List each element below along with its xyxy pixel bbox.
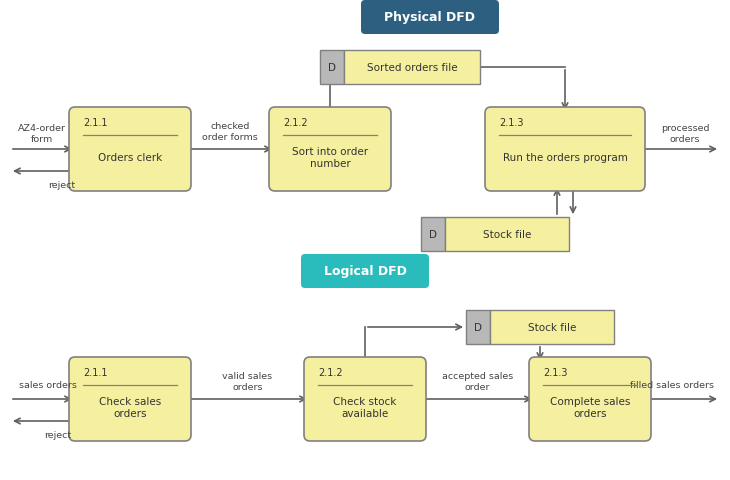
Text: reject: reject xyxy=(45,431,72,440)
Text: reject: reject xyxy=(48,181,76,190)
Text: D: D xyxy=(328,63,336,73)
FancyBboxPatch shape xyxy=(69,108,191,192)
Text: 2.1.3: 2.1.3 xyxy=(543,367,567,377)
Text: Logical DFD: Logical DFD xyxy=(323,265,407,278)
Text: 2.1.2: 2.1.2 xyxy=(283,118,307,128)
Text: D: D xyxy=(474,323,482,332)
FancyBboxPatch shape xyxy=(301,254,429,288)
Text: processed
orders: processed orders xyxy=(661,124,710,144)
Bar xyxy=(344,51,480,85)
Bar xyxy=(490,311,614,344)
Bar xyxy=(445,217,569,252)
FancyBboxPatch shape xyxy=(69,357,191,441)
Text: 2.1.1: 2.1.1 xyxy=(83,118,107,128)
Text: accepted sales
order: accepted sales order xyxy=(442,372,513,391)
Text: Orders clerk: Orders clerk xyxy=(98,153,162,163)
Text: Physical DFD: Physical DFD xyxy=(385,12,475,24)
Text: 2.1.1: 2.1.1 xyxy=(83,367,107,377)
Text: filled sales orders: filled sales orders xyxy=(630,381,714,390)
FancyBboxPatch shape xyxy=(529,357,651,441)
FancyBboxPatch shape xyxy=(485,108,645,192)
Text: Sorted orders file: Sorted orders file xyxy=(366,63,457,73)
Text: Stock file: Stock file xyxy=(483,229,531,240)
Bar xyxy=(466,311,490,344)
Text: Run the orders program: Run the orders program xyxy=(502,153,628,163)
FancyBboxPatch shape xyxy=(304,357,426,441)
FancyBboxPatch shape xyxy=(361,1,499,35)
Text: 2.1.3: 2.1.3 xyxy=(499,118,523,128)
Text: Complete sales
orders: Complete sales orders xyxy=(550,396,630,418)
Bar xyxy=(421,217,445,252)
Text: sales orders: sales orders xyxy=(19,381,77,390)
Text: Check stock
available: Check stock available xyxy=(334,396,396,418)
Text: 2.1.2: 2.1.2 xyxy=(318,367,342,377)
Text: valid sales
orders: valid sales orders xyxy=(223,372,272,391)
Text: Stock file: Stock file xyxy=(528,323,576,332)
Text: AZ4-order
form: AZ4-order form xyxy=(18,124,66,144)
Text: Check sales
orders: Check sales orders xyxy=(99,396,161,418)
Text: Sort into order
number: Sort into order number xyxy=(292,147,368,168)
Bar xyxy=(320,51,344,85)
Text: D: D xyxy=(429,229,437,240)
Text: checked
order forms: checked order forms xyxy=(202,122,258,142)
FancyBboxPatch shape xyxy=(269,108,391,192)
